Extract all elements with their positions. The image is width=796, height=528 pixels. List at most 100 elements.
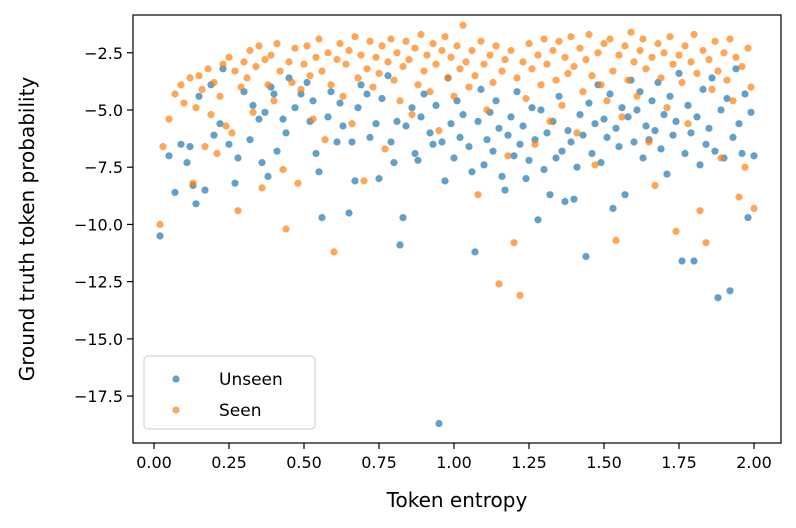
- plot-marks: [156, 21, 758, 428]
- point-unseen-158: [708, 74, 716, 82]
- point-seen-193: [747, 83, 755, 91]
- point-unseen-111: [567, 138, 575, 146]
- point-unseen-146: [672, 117, 680, 125]
- point-seen-177: [699, 46, 707, 55]
- point-unseen-89: [501, 186, 509, 194]
- point-seen-73: [387, 35, 395, 43]
- point-unseen-170: [744, 214, 752, 222]
- legend-marker-seen: [172, 406, 180, 414]
- point-seen-37: [279, 165, 287, 174]
- point-unseen-8: [195, 92, 203, 100]
- point-seen-147: [609, 67, 617, 75]
- point-unseen-66: [429, 140, 437, 148]
- point-unseen-37: [318, 214, 326, 222]
- point-seen-93: [447, 53, 455, 61]
- point-seen-181: [711, 37, 719, 45]
- point-unseen-59: [402, 122, 410, 130]
- point-seen-153: [627, 28, 635, 36]
- point-seen-122: [534, 51, 542, 59]
- point-unseen-80: [474, 117, 482, 125]
- point-unseen-126: [612, 124, 620, 132]
- y-axis-ticks: −2.5 −5.0 −7.5 −10.0 −12.5 −15.0 −17.5: [74, 44, 133, 406]
- point-unseen-73: [450, 154, 458, 162]
- point-unseen-51: [375, 175, 383, 183]
- point-unseen-36: [315, 168, 323, 176]
- point-unseen-50: [372, 120, 380, 128]
- point-unseen-40: [333, 138, 341, 146]
- point-seen-190: [738, 62, 746, 71]
- point-unseen-53: [384, 72, 392, 80]
- point-seen-12: [204, 65, 212, 73]
- point-unseen-98: [528, 104, 536, 112]
- point-seen-18: [222, 122, 230, 130]
- point-unseen-70: [441, 177, 449, 185]
- point-unseen-87: [495, 124, 503, 132]
- point-unseen-103: [543, 129, 551, 137]
- point-seen-149: [615, 51, 623, 59]
- point-unseen-152: [690, 257, 698, 265]
- point-unseen-156: [702, 140, 710, 148]
- point-seen-94: [450, 92, 458, 100]
- point-seen-129: [555, 37, 563, 45]
- point-seen-31: [261, 56, 269, 64]
- point-seen-121: [531, 140, 539, 148]
- point-seen-146: [606, 35, 614, 43]
- y-tick-label-0: −2.5: [84, 44, 123, 63]
- y-tick-label-1: −5.0: [84, 101, 123, 120]
- point-seen-25: [243, 74, 251, 82]
- point-unseen-172: [750, 152, 758, 160]
- point-unseen-125: [609, 204, 617, 212]
- point-seen-114: [510, 239, 518, 247]
- point-unseen-79: [471, 248, 479, 256]
- x-tick-label-7: 1.75: [661, 453, 697, 472]
- point-unseen-46: [354, 104, 362, 112]
- point-seen-156: [636, 46, 644, 55]
- x-axis-label: Token entropy: [386, 488, 528, 512]
- point-seen-40: [288, 78, 296, 87]
- point-unseen-122: [600, 115, 608, 123]
- point-unseen-151: [687, 129, 695, 137]
- point-unseen-85: [489, 147, 497, 155]
- point-unseen-60: [408, 104, 416, 112]
- point-seen-116: [516, 291, 524, 299]
- point-unseen-63: [417, 113, 425, 121]
- point-seen-88: [432, 60, 440, 68]
- point-seen-42: [294, 179, 302, 187]
- point-seen-161: [651, 181, 659, 190]
- point-seen-92: [444, 74, 452, 82]
- point-unseen-119: [591, 120, 599, 128]
- point-unseen-169: [741, 90, 749, 98]
- point-unseen-141: [657, 145, 665, 153]
- point-seen-99: [465, 83, 473, 91]
- point-unseen-2: [171, 188, 179, 196]
- point-seen-182: [714, 67, 722, 75]
- point-seen-29: [255, 42, 263, 50]
- point-seen-13: [207, 111, 215, 119]
- point-unseen-82: [480, 161, 488, 169]
- point-seen-72: [384, 58, 392, 66]
- point-seen-60: [348, 120, 356, 128]
- point-seen-138: [582, 56, 590, 64]
- point-unseen-27: [279, 115, 287, 123]
- x-tick-label-0: 0.00: [136, 453, 172, 472]
- point-seen-20: [228, 129, 236, 137]
- point-seen-131: [561, 53, 569, 61]
- point-seen-126: [546, 117, 554, 125]
- point-unseen-12: [216, 120, 224, 128]
- point-seen-47: [309, 115, 317, 123]
- plot-frame: [132, 14, 782, 444]
- point-unseen-9: [201, 186, 209, 194]
- point-seen-170: [678, 78, 686, 87]
- point-seen-191: [741, 163, 749, 171]
- point-unseen-58: [399, 214, 407, 222]
- point-unseen-104: [546, 191, 554, 199]
- point-seen-30: [258, 184, 266, 192]
- point-seen-39: [285, 58, 293, 66]
- point-seen-44: [300, 60, 308, 68]
- point-seen-65: [363, 65, 371, 73]
- point-unseen-129: [621, 191, 629, 199]
- point-unseen-116: [582, 252, 590, 261]
- point-seen-57: [339, 92, 347, 100]
- point-unseen-109: [561, 197, 569, 206]
